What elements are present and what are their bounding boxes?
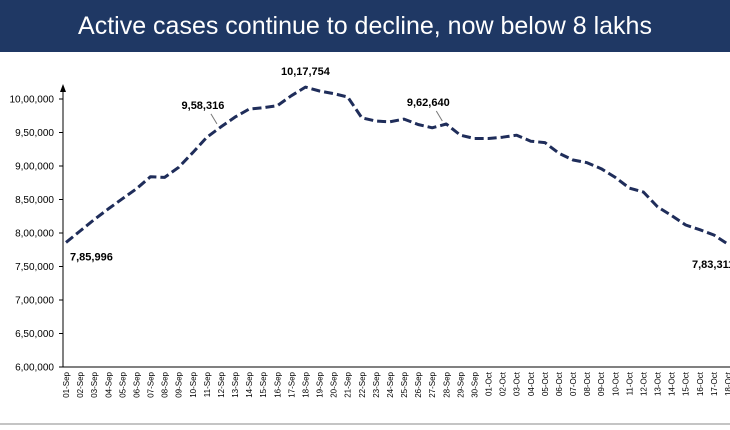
x-tick-label: 06-Sep [132, 371, 141, 397]
x-tick-label: 02-Oct [499, 371, 508, 396]
x-tick-label: 13-Sep [231, 371, 240, 397]
y-axis-arrow [60, 84, 66, 92]
y-tick-label: 7,00,000 [15, 296, 54, 307]
x-tick-label: 30-Sep [470, 371, 479, 397]
x-tick-label: 03-Oct [513, 371, 522, 396]
y-tick-label: 6,50,000 [15, 329, 54, 340]
x-tick-label: 07-Oct [569, 371, 578, 396]
x-tick-label: 09-Sep [175, 371, 184, 397]
x-tick-label: 11-Sep [203, 371, 212, 397]
x-tick-label: 17-Oct [710, 371, 719, 396]
x-tick-label: 16-Oct [696, 371, 705, 396]
x-tick-label: 03-Sep [90, 371, 99, 397]
x-tick-label: 11-Oct [625, 371, 634, 395]
x-tick-label: 18-Oct [724, 371, 730, 396]
y-tick-label: 6,00,000 [15, 363, 54, 374]
x-tick-label: 21-Sep [344, 371, 353, 397]
data-label: 9,62,640 [407, 97, 450, 109]
x-tick-label: 26-Sep [414, 371, 423, 397]
x-tick-label: 09-Oct [597, 371, 606, 396]
x-tick-label: 05-Oct [541, 371, 550, 396]
y-tick-label: 8,00,000 [15, 229, 54, 240]
line [65, 85, 729, 246]
x-tick-label: 07-Sep [147, 371, 156, 397]
x-tick-label: 27-Sep [428, 371, 437, 397]
x-tick-label: 18-Sep [301, 371, 310, 397]
y-tick-label: 8,50,000 [15, 195, 54, 206]
y-tick-label: 7,50,000 [15, 262, 54, 273]
x-tick-label: 20-Sep [330, 371, 339, 397]
y-tick-label: 9,00,000 [15, 162, 54, 173]
x-tick-label: 10-Sep [189, 371, 198, 397]
x-tick-label: 13-Oct [654, 371, 663, 396]
x-tick-label: 28-Sep [442, 371, 451, 397]
x-tick-label: 29-Sep [456, 371, 465, 397]
x-tick-label: 15-Sep [259, 371, 268, 397]
x-tick-label: 23-Sep [372, 371, 381, 397]
x-tick-label: 19-Sep [316, 371, 325, 397]
x-tick-label: 24-Sep [386, 371, 395, 397]
x-tick-label: 17-Sep [287, 371, 296, 397]
x-tick-label: 01-Oct [485, 371, 494, 396]
x-tick-label: 08-Sep [161, 371, 170, 397]
x-tick-label: 04-Sep [104, 371, 113, 397]
x-tick-label: 08-Oct [583, 371, 592, 396]
x-tick-label: 10-Oct [611, 371, 620, 396]
x-tick-label: 05-Sep [118, 371, 127, 397]
x-tick-label: 04-Oct [527, 371, 536, 396]
y-tick-label: 9,50,000 [15, 128, 54, 139]
y-tick-label: 10,00,000 [10, 95, 55, 106]
data-label: 9,58,316 [182, 100, 225, 112]
x-tick-label: 02-Sep [76, 371, 85, 397]
x-tick-label: 01-Sep [62, 371, 71, 397]
x-tick-label: 25-Sep [400, 371, 409, 397]
x-tick-label: 22-Sep [358, 371, 367, 397]
x-tick-label: 12-Sep [217, 371, 226, 397]
data-label: 7,85,996 [70, 251, 113, 263]
leader-line [435, 110, 443, 122]
x-tick-label: 12-Oct [639, 371, 648, 396]
data-label: 10,17,754 [281, 66, 331, 78]
x-tick-label: 06-Oct [555, 371, 564, 396]
x-tick-label: 14-Sep [245, 371, 254, 397]
data-label: 7,83,311 [692, 259, 730, 271]
leader-line [210, 113, 218, 125]
x-tick-label: 14-Oct [668, 371, 677, 396]
chart-title: Active cases continue to decline, now be… [78, 12, 652, 40]
x-tick-label: 15-Oct [682, 371, 691, 396]
x-tick-label: 16-Sep [273, 371, 282, 397]
title-banner [0, 0, 730, 52]
